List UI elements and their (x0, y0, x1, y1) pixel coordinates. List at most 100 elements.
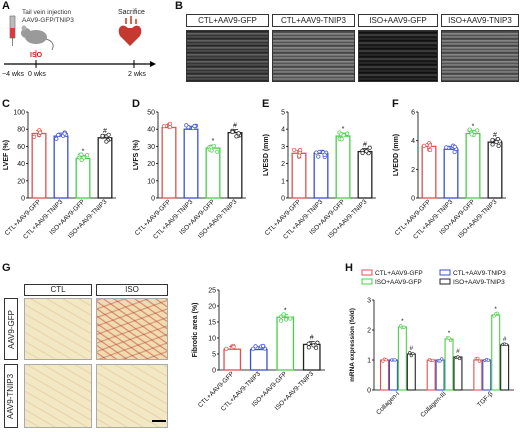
y-axis-label: LVESD (mm) (263, 134, 270, 176)
bar (500, 344, 510, 391)
bar (473, 359, 483, 391)
y-tick-label: 20 (208, 304, 216, 311)
category-label: CTL+AAV9-TNIP3 (412, 198, 455, 241)
data-point (292, 147, 297, 152)
category-label: CTL+AAV9-GFP (394, 198, 433, 237)
bar (444, 338, 454, 391)
data-point (467, 127, 472, 132)
data-point (469, 132, 474, 137)
data-point (281, 312, 286, 317)
panel-label-f: F (392, 98, 399, 110)
histology-row-header-tnip3: AAV9-TNIP3 (4, 364, 18, 428)
data-point (492, 314, 496, 318)
data-point (100, 133, 105, 138)
chart-lvef: 0 20 40 60 80 100 LVEF (%) CTL+AAV9-GFPCTL+AAV9… (3, 110, 116, 241)
data-point (231, 344, 236, 349)
timepoint-0: 0 wks (28, 71, 46, 78)
legend-label: ISO+AAV9-TNIP3 (453, 279, 505, 286)
scale-bar (152, 420, 166, 422)
histology-col-header-ctl: CTL (24, 284, 92, 296)
legend-label: CTL+AAV9-GFP (375, 270, 423, 277)
data-point (476, 356, 480, 360)
data-point (184, 123, 189, 128)
data-point (288, 316, 293, 321)
y-tick-label: 30 (147, 144, 155, 151)
significance-mark: # (363, 142, 367, 149)
data-point (306, 345, 311, 350)
y-tick-label: 2 (367, 328, 371, 335)
legend-swatch (361, 269, 373, 276)
significance-mark: # (456, 348, 460, 355)
data-point (367, 145, 372, 150)
syringe-icon (9, 15, 16, 46)
bar (313, 152, 329, 199)
bar (426, 359, 436, 391)
category-label: ISO+AAV9-TNIP3 (197, 198, 239, 240)
data-point (306, 341, 311, 346)
data-point (85, 153, 90, 158)
data-point (251, 346, 256, 351)
data-point (211, 144, 216, 149)
data-point (422, 143, 427, 148)
y-tick-label: 50 (147, 110, 155, 117)
echo-image-ctl-gfp (186, 30, 269, 82)
data-point (494, 139, 499, 145)
echo-image-iso-tnip3 (441, 30, 519, 82)
sacrifice-label: Sacrifice (118, 9, 145, 16)
y-tick-label: 1 (367, 358, 371, 365)
y-axis-label: LVFS (%) (133, 140, 140, 170)
y-tick-label: 2 (411, 167, 415, 174)
data-point (261, 343, 266, 348)
bar (183, 128, 199, 199)
y-tick-label: 25 (208, 288, 216, 295)
bar (276, 316, 295, 371)
data-point (234, 134, 239, 139)
injection-label-1: Tail vein injection (22, 9, 72, 16)
echo-header-4: ISO+AAV9-TNIP3 (441, 14, 519, 27)
bar (53, 135, 69, 199)
data-point (339, 137, 344, 142)
data-point (230, 129, 235, 134)
data-point (162, 124, 167, 129)
data-point (449, 338, 453, 343)
y-tick-label: 0 (411, 196, 415, 203)
bar (291, 152, 307, 199)
category-label: CTL+AAV9-GFP (134, 198, 173, 237)
data-point (278, 318, 284, 323)
bar (487, 141, 503, 199)
data-point (427, 143, 432, 148)
data-point (452, 144, 457, 149)
significance-mark: # (103, 128, 107, 135)
chart-mrna-expression: 0 1 2 3 mRNA expression (fold) CTL+AAV9-GFP CT… (349, 269, 514, 419)
legend-swatch (361, 278, 373, 285)
bar (453, 356, 463, 391)
significance-mark: * (284, 307, 287, 314)
echo-header-3: ISO+AAV9-GFP (358, 14, 438, 27)
category-label: Collagen-III (419, 390, 448, 419)
data-point (168, 121, 173, 126)
bar (227, 131, 243, 199)
data-point (32, 134, 37, 139)
echo-image-iso-gfp (358, 30, 438, 82)
bar (249, 348, 268, 371)
y-tick-label: 15 (208, 320, 216, 327)
y-tick-label: 0 (151, 196, 155, 203)
y-tick-label: 2 (281, 161, 285, 168)
data-point (104, 139, 109, 144)
timepoint-2: 2 wks (128, 71, 146, 78)
data-point (192, 124, 197, 129)
panel-label-d: D (132, 98, 140, 110)
data-point (486, 358, 490, 362)
data-point (314, 345, 319, 350)
bar (335, 135, 351, 199)
y-tick-label: 80 (17, 127, 25, 134)
significance-mark: # (409, 345, 413, 352)
bar (491, 314, 501, 391)
y-tick-label: 4 (281, 127, 285, 134)
injection-label-2: AAV9-GFP/TNIP3 (22, 17, 74, 24)
y-tick-label: 100 (13, 110, 25, 117)
legend-swatch (439, 269, 451, 276)
data-point (283, 317, 289, 322)
category-label: ISO+AAV9-TNIP3 (327, 198, 369, 240)
significance-mark: * (448, 330, 451, 337)
